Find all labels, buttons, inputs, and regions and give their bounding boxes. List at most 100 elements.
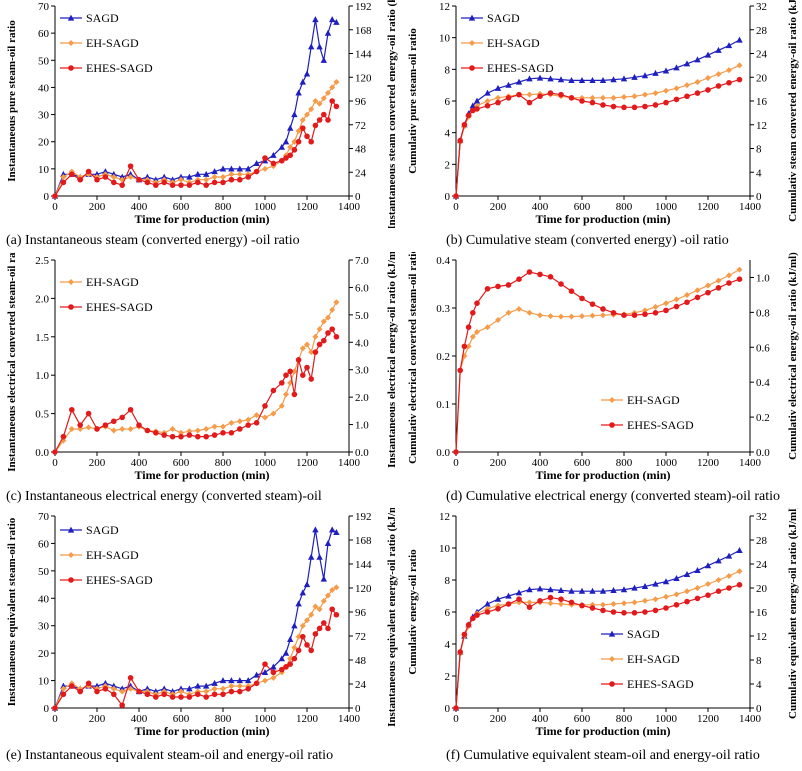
data-point (282, 649, 290, 656)
data-point (631, 93, 638, 100)
data-point (102, 422, 109, 428)
data-point (683, 571, 691, 577)
data-point (94, 688, 100, 695)
legend-label: EH-SAGD (86, 36, 139, 50)
data-point (620, 75, 628, 82)
data-point (329, 606, 336, 613)
legend-label: EH-SAGD (86, 548, 139, 562)
data-point (312, 98, 319, 104)
data-point (278, 402, 285, 409)
legend-label: EH-SAGD (487, 36, 540, 50)
legend: EH-SAGD EHES-SAGD (601, 393, 694, 432)
data-point (557, 587, 565, 593)
data-point (161, 685, 168, 692)
data-point (579, 602, 585, 609)
data-point (673, 96, 680, 103)
data-point (308, 647, 315, 654)
data-point (261, 668, 269, 675)
data-point (329, 84, 336, 91)
x-tick-label: 400 (131, 713, 148, 725)
x-tick-label: 400 (131, 201, 148, 213)
data-point (262, 677, 268, 684)
data-point (453, 193, 459, 199)
data-point (333, 334, 340, 340)
data-point (621, 94, 627, 101)
data-point (684, 93, 690, 100)
y2-tick-label: 0 (756, 191, 762, 203)
y-tick-label: 10 (439, 543, 451, 555)
data-point (526, 604, 533, 610)
data-point (220, 179, 226, 186)
data-point (641, 583, 649, 589)
data-point (579, 98, 585, 104)
data-point (621, 610, 627, 616)
x-tick-label: 400 (532, 713, 549, 725)
data-point (291, 111, 298, 118)
data-point (316, 341, 323, 348)
data-point (237, 688, 243, 695)
y2-tick-label: 3.0 (355, 365, 369, 377)
data-point (568, 599, 575, 606)
data-point (642, 609, 648, 615)
data-point (308, 138, 315, 145)
data-point (495, 99, 501, 106)
data-point (470, 107, 476, 114)
data-point (144, 179, 151, 186)
y-tick-label: 0.2 (436, 351, 450, 363)
data-point (652, 596, 659, 603)
data-point (195, 691, 201, 698)
data-point (736, 76, 743, 83)
data-point (469, 102, 476, 109)
data-point (568, 95, 575, 101)
data-point (169, 182, 176, 188)
y2-tick-label: 28 (756, 535, 768, 547)
data-point (736, 547, 743, 553)
data-point (505, 81, 512, 88)
series-ehes (453, 76, 743, 199)
data-point (195, 433, 201, 440)
x-tick-label: 200 (89, 713, 106, 725)
x-axis-label: Time for production (min) (535, 724, 670, 738)
y-tick-label: 30 (38, 621, 50, 633)
data-point (228, 176, 235, 183)
legend-label: EHES-SAGD (627, 677, 694, 691)
legend-label: EH-SAGD (627, 652, 680, 666)
data-point (495, 606, 501, 612)
y-tick-label: 0.3 (436, 303, 450, 315)
data-point (641, 72, 649, 79)
y-axis-label: Instantaneous pure steam-oil ratio (6, 20, 18, 182)
y2-tick-label: 32 (756, 511, 767, 523)
data-point (203, 433, 209, 440)
caption-a: (a) Instantaneous steam (converted energ… (6, 233, 300, 248)
x-tick-label: 0 (52, 201, 58, 213)
y2-tick-label: 24 (756, 559, 768, 571)
data-point (308, 349, 315, 356)
x-tick-label: 800 (616, 201, 633, 213)
y2-tick-label: 0.2 (756, 412, 770, 424)
data-point (169, 433, 176, 440)
x-tick-label: 400 (131, 457, 148, 469)
x-tick-label: 200 (89, 457, 106, 469)
data-point (236, 171, 243, 178)
data-point (642, 91, 648, 98)
y2-tick-label: 0.0 (355, 447, 369, 459)
y-tick-label: 40 (38, 593, 50, 605)
y2-tick-label: 0 (756, 703, 762, 715)
legend-marker (609, 681, 615, 687)
data-point (329, 306, 336, 313)
data-point (304, 111, 310, 118)
legend-marker (609, 397, 615, 403)
data-point (333, 18, 340, 25)
data-point (320, 318, 327, 325)
x-tick-label: 0 (453, 201, 459, 213)
data-point (321, 337, 327, 344)
x-tick-label: 600 (574, 457, 591, 469)
x-tick-label: 200 (490, 457, 507, 469)
data-point (299, 589, 306, 596)
data-point (203, 176, 210, 183)
y2-tick-label: 0.8 (756, 307, 770, 319)
y-axis-label: Cumulativ pure steam-oil ratio (407, 28, 419, 174)
data-point (610, 103, 617, 110)
data-point (186, 694, 193, 700)
legend: SAGD EH-SAGD EHES-SAGD (60, 523, 153, 587)
